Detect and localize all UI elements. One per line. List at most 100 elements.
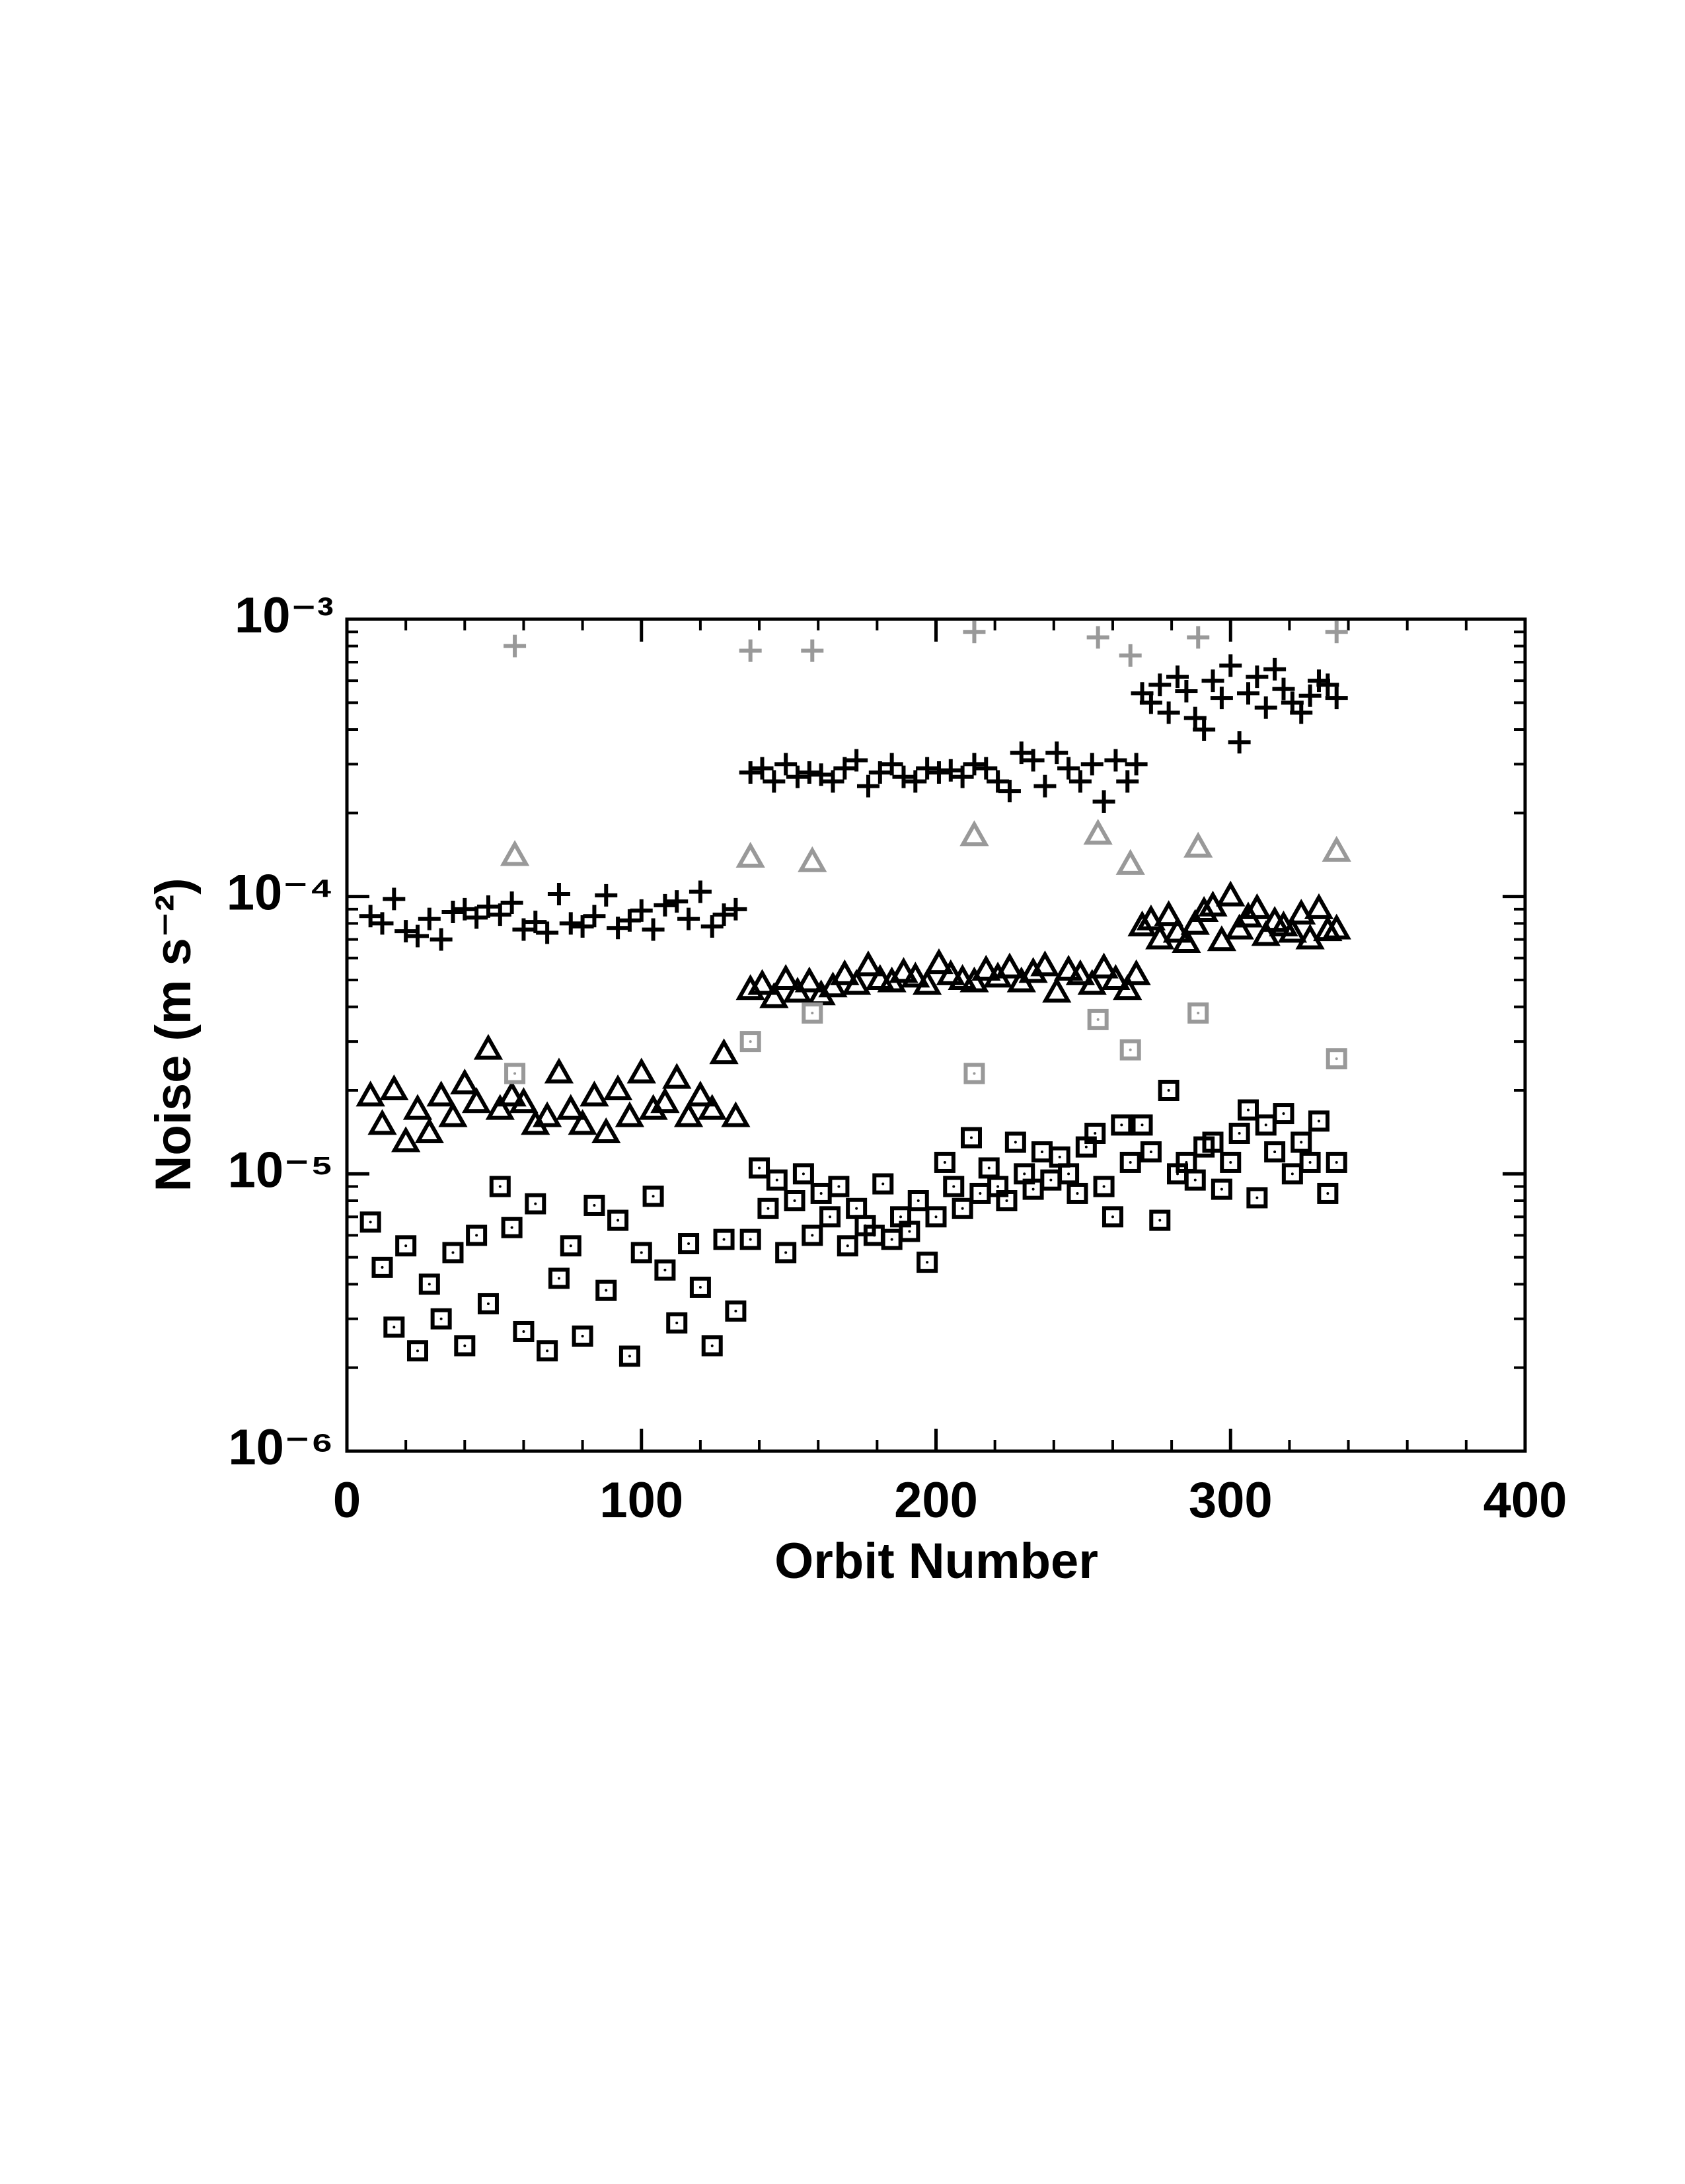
point — [739, 761, 762, 784]
point — [739, 639, 762, 662]
point — [485, 1094, 515, 1120]
square-dot — [1067, 1172, 1070, 1176]
plus-stroke — [1254, 696, 1277, 719]
point — [802, 1224, 823, 1246]
square-outline — [513, 1320, 535, 1342]
point — [1187, 626, 1210, 649]
point — [735, 841, 765, 868]
point — [359, 1211, 381, 1233]
triangle-outline — [1242, 893, 1272, 919]
triangle-outline — [830, 959, 860, 985]
square-dot — [1120, 1123, 1123, 1127]
plus-stroke — [1325, 687, 1348, 710]
point — [418, 907, 441, 930]
point — [430, 1308, 452, 1330]
point — [856, 774, 880, 798]
point — [809, 763, 833, 786]
plus-stroke — [359, 905, 382, 928]
point — [899, 1221, 920, 1242]
square-dot — [1084, 1145, 1088, 1148]
point — [1287, 899, 1316, 925]
point — [591, 1117, 621, 1144]
square-dot — [1102, 1185, 1105, 1188]
square-outline — [466, 1224, 488, 1246]
square-outline — [537, 1340, 558, 1362]
square-dot — [617, 1219, 620, 1222]
plus-stroke — [1045, 741, 1068, 765]
square-outline — [1299, 1151, 1321, 1173]
point — [1255, 1114, 1277, 1136]
plus-stroke — [1010, 741, 1033, 765]
point — [971, 954, 1001, 981]
square-outline — [701, 1335, 723, 1357]
point — [739, 1228, 761, 1250]
point — [1322, 835, 1351, 862]
plus-stroke — [1316, 673, 1339, 697]
point — [1254, 696, 1277, 719]
point — [1157, 701, 1180, 724]
point — [845, 749, 868, 772]
point — [818, 971, 848, 998]
point — [406, 924, 429, 948]
triangle-outline — [426, 1080, 456, 1107]
triangle-outline — [1277, 917, 1308, 943]
point — [1058, 1163, 1080, 1185]
triangle-outline — [912, 969, 942, 995]
point — [1228, 731, 1251, 754]
square-outline — [395, 1235, 417, 1257]
point — [1068, 770, 1092, 793]
point — [1042, 977, 1072, 1003]
point — [1291, 1131, 1312, 1153]
point — [925, 1206, 947, 1228]
point — [356, 1080, 385, 1107]
square-dot — [1211, 1141, 1215, 1144]
point — [1010, 741, 1033, 765]
square-dot — [899, 1215, 903, 1219]
plus-stroke — [571, 915, 594, 938]
plus-stroke — [1166, 665, 1189, 689]
point — [1031, 1141, 1053, 1163]
plus-stroke — [801, 639, 824, 662]
point — [1139, 691, 1162, 714]
triangle-outline — [1127, 910, 1157, 936]
square-outline — [1087, 1008, 1109, 1030]
square-dot — [1023, 1172, 1026, 1176]
square-outline — [1202, 1131, 1224, 1153]
point — [426, 1080, 456, 1107]
point — [794, 966, 824, 993]
point — [461, 1087, 492, 1113]
point — [802, 1002, 823, 1024]
triangle-outline — [544, 1057, 574, 1084]
point — [1183, 706, 1207, 730]
point — [650, 1087, 680, 1113]
point — [1263, 658, 1287, 681]
point — [615, 1101, 645, 1127]
plus-stroke — [1104, 749, 1127, 772]
plus-stroke — [1193, 718, 1216, 741]
square-outline — [828, 1176, 850, 1197]
point — [1299, 1151, 1321, 1173]
square-dot — [1197, 1012, 1200, 1015]
point — [757, 1197, 779, 1219]
point — [501, 1217, 523, 1238]
square-outline — [525, 1193, 546, 1215]
point — [441, 900, 465, 923]
plus-stroke — [1092, 790, 1115, 813]
square-dot — [404, 1244, 408, 1248]
square-dot — [811, 1234, 814, 1237]
square-outline — [713, 1228, 735, 1250]
point — [583, 905, 606, 928]
plus-stroke — [739, 761, 762, 784]
square-dot — [952, 1185, 955, 1188]
triangle-outline — [1189, 895, 1219, 922]
square-outline — [1004, 1131, 1026, 1153]
point — [500, 840, 530, 866]
point — [1113, 974, 1142, 1000]
square-dot — [1308, 1160, 1312, 1164]
triangle-outline — [580, 1080, 609, 1107]
square-dot — [369, 1221, 372, 1224]
square-dot — [675, 1321, 679, 1324]
point — [842, 969, 872, 995]
triangle-outline — [638, 1094, 668, 1120]
square-outline — [1093, 1176, 1115, 1197]
